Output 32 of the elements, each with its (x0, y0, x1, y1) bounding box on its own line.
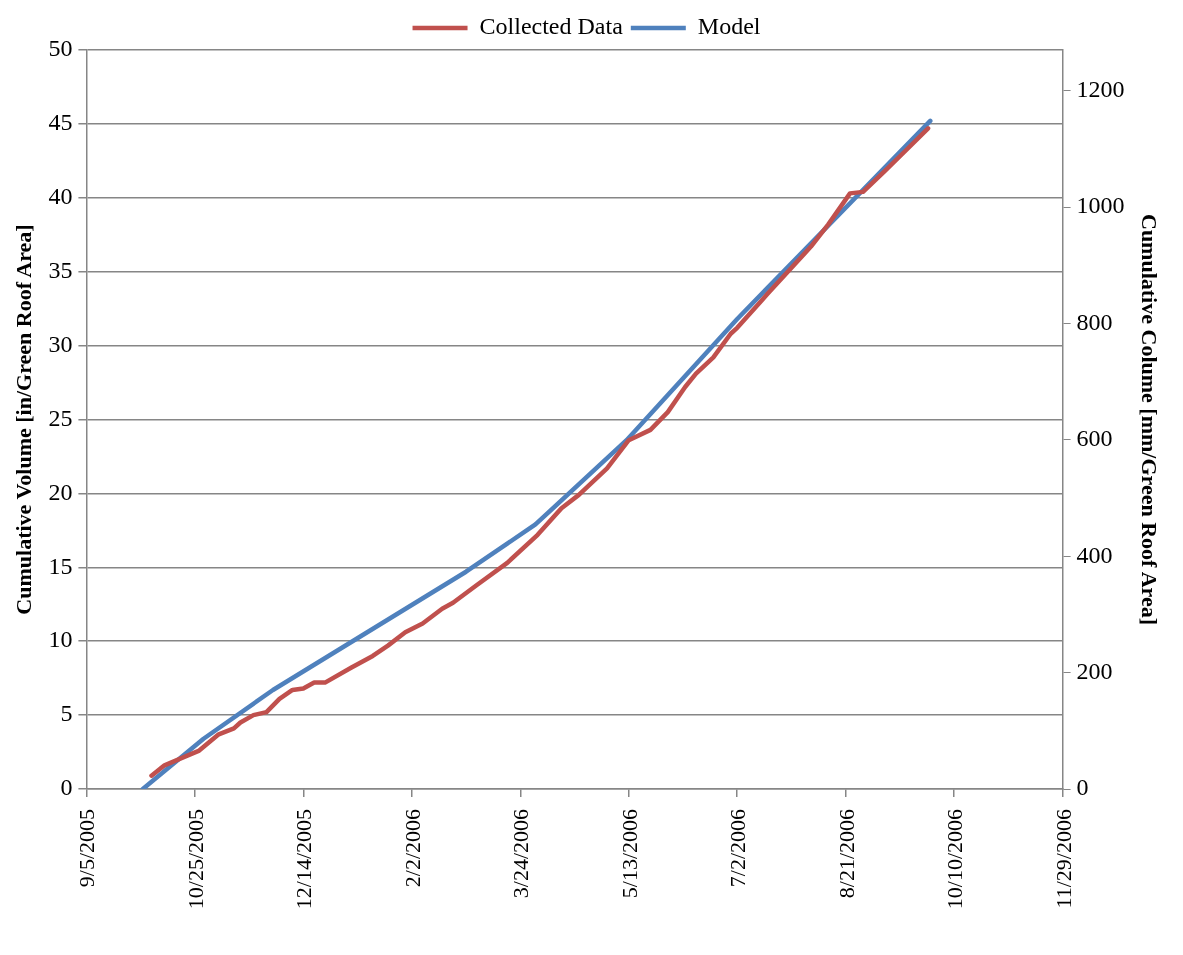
y2-tick-label: 0 (1076, 774, 1089, 801)
y2-tick-label: 1200 (1076, 76, 1125, 103)
x-tick-label: 2/2/2006 (399, 809, 425, 888)
y-tick-label: 15 (48, 552, 73, 579)
y-tick-label: 0 (60, 774, 73, 801)
x-tick-label: 9/5/2005 (74, 809, 100, 888)
y-tick-label: 35 (48, 257, 73, 283)
y-tick-label: 10 (48, 626, 73, 653)
x-tick-label: 7/2/2006 (725, 809, 751, 888)
y2-tick-label: 200 (1076, 657, 1113, 684)
y-tick-label: 40 (48, 183, 73, 210)
legend-label: Model (697, 13, 761, 40)
x-tick-label: 3/24/2006 (508, 809, 534, 899)
y-tick-label: 30 (48, 330, 73, 357)
y-tick-label: 45 (48, 109, 73, 136)
x-tick-label: 8/21/2006 (833, 809, 859, 899)
x-tick-label: 10/25/2005 (182, 809, 208, 910)
x-tick-label: 5/13/2006 (616, 809, 642, 899)
y-axis-title: Cumulative Volume [in/Green Roof Area] (10, 224, 36, 615)
y-tick-label: 25 (48, 404, 73, 431)
y2-tick-label: 400 (1076, 541, 1113, 568)
y2-tick-label: 600 (1076, 425, 1113, 452)
legend-label: Collected Data (479, 13, 624, 40)
y2-tick-label: 800 (1076, 308, 1113, 335)
y2-axis-title: Cumulative Colume [mm/Green Roof Area] (1137, 213, 1163, 626)
x-tick-label: 12/14/2005 (291, 809, 317, 910)
y-tick-label: 50 (48, 35, 73, 62)
x-tick-label: 10/10/2006 (942, 809, 968, 910)
y-tick-label: 20 (48, 478, 73, 505)
x-tick-label: 11/29/2006 (1050, 809, 1076, 909)
y2-tick-label: 1000 (1076, 192, 1125, 219)
y-tick-label: 5 (60, 700, 73, 727)
